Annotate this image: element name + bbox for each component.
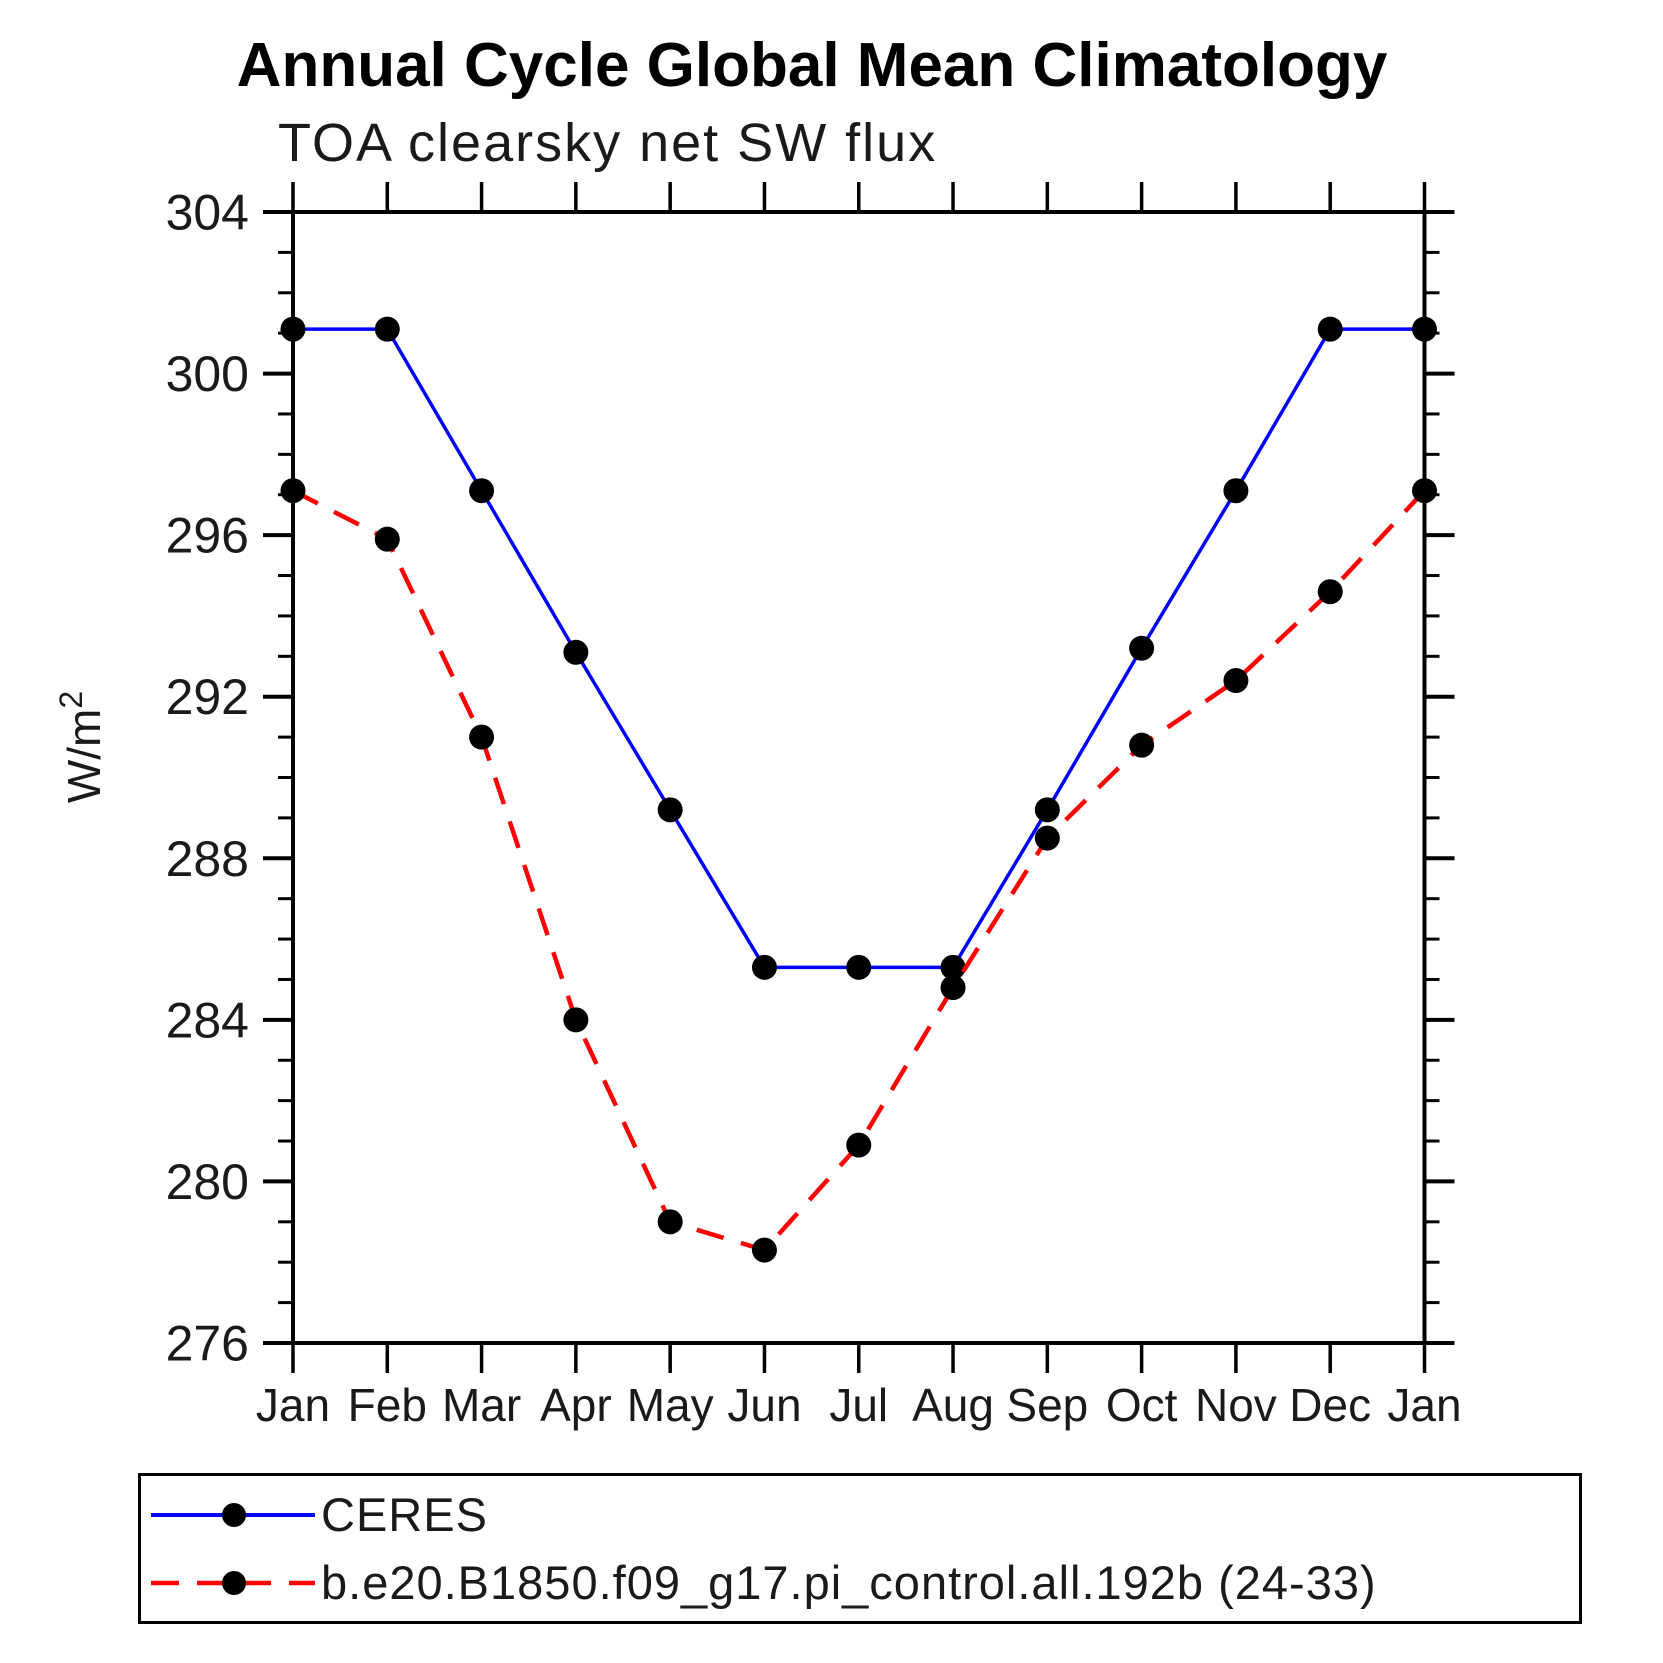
x-tick-label: Jan: [256, 1379, 330, 1431]
chart-subtitle: TOA clearsky net SW flux: [278, 113, 938, 173]
data-point-1: [657, 1209, 683, 1235]
data-point-1: [374, 526, 400, 552]
data-point-1: [1412, 478, 1437, 504]
data-point-0: [846, 954, 872, 980]
legend-item-model: b.e20.B1850.f09_g17.pi_control.all.192b …: [147, 1554, 1579, 1612]
legend-sample-model: [151, 1570, 315, 1595]
data-point-1: [1034, 825, 1060, 851]
y-tick-label: 300: [166, 346, 249, 402]
data-point-0: [751, 954, 777, 980]
data-point-0: [940, 954, 966, 980]
data-point-1: [1223, 668, 1249, 694]
y-tick-label: 280: [166, 1154, 249, 1210]
data-point-1: [563, 1007, 589, 1033]
data-point-0: [1129, 635, 1155, 661]
data-point-0: [563, 639, 589, 665]
y-tick-label: 304: [166, 185, 249, 241]
legend-marker-dot-icon: [222, 1502, 246, 1527]
x-tick-label: Aug: [912, 1379, 994, 1431]
x-tick-label: Feb: [348, 1379, 427, 1431]
y-tick-label: 284: [166, 992, 249, 1048]
data-point-1: [1129, 732, 1155, 758]
x-tick-label: Jun: [727, 1379, 801, 1431]
y-axis-title: W/m2: [53, 691, 110, 803]
x-tick-label: Sep: [1006, 1379, 1088, 1431]
data-point-0: [469, 478, 495, 504]
legend-sample-ceres: [151, 1502, 315, 1527]
y-tick-label: 296: [166, 508, 249, 564]
legend-label-model: b.e20.B1850.f09_g17.pi_control.all.192b …: [321, 1556, 1377, 1609]
x-tick-label: Dec: [1289, 1379, 1371, 1431]
data-point-0: [657, 797, 683, 823]
data-point-0: [1223, 478, 1249, 504]
legend-item-ceres: CERES: [147, 1486, 1579, 1544]
data-point-0: [280, 316, 306, 342]
y-tick-label: 288: [166, 831, 249, 887]
x-tick-label: Jan: [1387, 1379, 1461, 1431]
data-point-1: [280, 478, 306, 504]
data-point-1: [469, 724, 495, 750]
page-title: Annual Cycle Global Mean Climatology: [236, 31, 1388, 100]
data-point-1: [751, 1237, 777, 1263]
data-point-0: [1317, 316, 1343, 342]
x-tick-label: Nov: [1195, 1379, 1277, 1431]
legend: CERES b.e20.B1850.f09_g17.pi_control.all…: [138, 1473, 1582, 1624]
x-tick-label: Mar: [442, 1379, 521, 1431]
data-point-1: [1317, 579, 1343, 605]
data-point-0: [1412, 316, 1437, 342]
data-point-1: [846, 1132, 872, 1158]
x-tick-label: May: [627, 1379, 714, 1431]
x-tick-label: Apr: [540, 1379, 612, 1431]
x-tick-label: Jul: [829, 1379, 888, 1431]
legend-label-ceres: CERES: [321, 1488, 488, 1541]
data-point-0: [374, 316, 400, 342]
data-point-1: [940, 975, 966, 1001]
series-line-0: [293, 327, 1425, 970]
y-tick-label: 292: [166, 669, 249, 725]
x-tick-label: Oct: [1106, 1379, 1178, 1431]
data-point-0: [1034, 797, 1060, 823]
y-tick-label: 276: [166, 1316, 249, 1372]
legend-marker-dot-icon: [222, 1570, 246, 1595]
